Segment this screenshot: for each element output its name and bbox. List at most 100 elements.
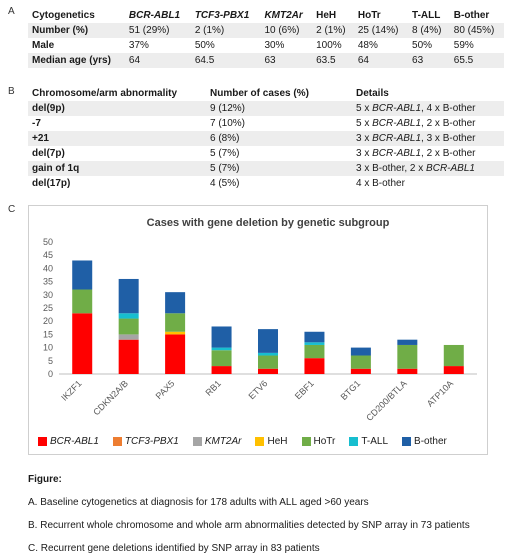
table-row: del(7p) 5 (7%) 3 x BCR-ABL1, 2 x B-other: [28, 146, 504, 161]
y-tick-label: 0: [48, 369, 53, 379]
table-cell: 25 (14%): [353, 23, 409, 38]
details-segment: 5 x: [356, 118, 373, 129]
legend-item: T-ALL: [349, 436, 388, 447]
legend-label: KMT2Ar: [204, 435, 242, 447]
y-tick-label: 15: [43, 329, 53, 339]
column-header: B-other: [453, 10, 490, 21]
bar-segment-hotr: [443, 344, 464, 367]
legend-label: B-other: [414, 435, 447, 447]
case-count: 5 (7%): [210, 148, 240, 159]
table-cell: 30%: [264, 40, 285, 51]
table-cell: 63: [260, 53, 313, 68]
details-segment: , 4 x B-other: [421, 103, 476, 114]
gene-deletion-chart-svg: Cases with gene deletion by genetic subg…: [43, 217, 477, 423]
x-tick-label: PAX5: [154, 378, 177, 401]
legend-item: B-other: [402, 436, 447, 447]
row-label: -7: [32, 118, 41, 129]
legend-label: HeH: [267, 435, 288, 447]
column-header: KMT2Ar: [264, 10, 303, 21]
bar-segment-hotr: [211, 350, 232, 367]
table-cell: 63: [408, 53, 450, 68]
bar-segment-t-all: [258, 352, 278, 356]
x-tick-label: ATP10A: [425, 378, 455, 408]
details-segment: BCR-ABL1: [372, 148, 422, 159]
legend-swatch: [402, 436, 412, 446]
table-cell: 64: [124, 53, 191, 68]
section-letter-a: A: [8, 6, 15, 17]
table-cell: 37%: [128, 40, 149, 51]
case-count: 7 (10%): [210, 118, 246, 129]
table-row: Median age (yrs) 64 64.5 63 63.5 64 63 6…: [28, 53, 504, 68]
table-cell: 100%: [316, 40, 342, 51]
row-label: del(17p): [32, 178, 71, 189]
figure-caption-c: C. Recurrent gene deletions identified b…: [28, 543, 320, 554]
table-cell: 2 (1%): [312, 23, 354, 38]
details-cell: 3 x BCR-ABL1, 2 x B-other: [352, 146, 504, 161]
y-tick-label: 40: [43, 263, 53, 273]
table-cell: 80 (45%): [449, 23, 504, 38]
legend-item: TCF3-PBX1: [112, 435, 179, 447]
table-cell: 65.5: [449, 53, 504, 68]
bar-segment-kmt2ar: [118, 334, 139, 340]
y-tick-label: 10: [43, 343, 53, 353]
y-tick-label: 25: [43, 303, 53, 313]
bar-segment-t-all: [211, 347, 232, 351]
figure-caption-a: A. Baseline cytogenetics at diagnosis fo…: [28, 497, 369, 508]
details-segment: 5 x: [356, 103, 373, 114]
bar-segment-t-all: [304, 342, 325, 345]
bar-segment-hotr: [165, 313, 186, 332]
bar-segment-b-other: [350, 347, 371, 356]
row-label: gain of 1q: [28, 161, 206, 176]
bar-segment-b-other: [304, 331, 325, 343]
details-segment: BCR-ABL1: [372, 118, 422, 129]
column-header: HoTr: [357, 10, 381, 21]
y-tick-label: 50: [43, 237, 53, 247]
column-header: Details: [356, 88, 389, 99]
x-tick-label: ETV6: [246, 378, 269, 401]
table-cell: 59%: [453, 40, 474, 51]
y-tick-label: 30: [43, 290, 53, 300]
table-cell: 63.5: [312, 53, 354, 68]
column-header: BCR-ABL1: [128, 10, 181, 21]
case-count: 9 (12%): [206, 101, 352, 116]
details-cell: 5 x BCR-ABL1, 2 x B-other: [352, 116, 504, 131]
table-row: del(9p) 9 (12%) 5 x BCR-ABL1, 4 x B-other: [28, 101, 504, 116]
table-row: Male 37% 50% 30% 100% 48% 50% 59%: [28, 38, 504, 53]
bar-segment-t-all: [118, 313, 139, 319]
case-count: 5 (7%): [206, 161, 352, 176]
table-cell: 50%: [194, 40, 215, 51]
column-header: HeH: [316, 10, 337, 21]
table-cell: 64: [353, 53, 409, 68]
legend-swatch: [255, 436, 265, 446]
legend-item: HoTr: [301, 436, 335, 447]
legend-item: KMT2Ar: [192, 435, 242, 447]
bar-segment-hotr: [72, 289, 93, 314]
cytogenetics-table: Cytogenetics BCR-ABL1 TCF3-PBX1 KMT2Ar H…: [28, 8, 504, 68]
table-row: -7 7 (10%) 5 x BCR-ABL1, 2 x B-other: [28, 116, 504, 131]
row-label: Male: [32, 40, 55, 51]
bar-segment-b-other: [211, 326, 232, 348]
y-tick-label: 35: [43, 277, 53, 287]
details-segment: 3 x B-other, 2 x: [356, 163, 427, 174]
figure-caption-b: B. Recurrent whole chromosome and whole …: [28, 520, 470, 531]
case-count: 6 (8%): [206, 131, 352, 146]
bar-segment-b-other: [397, 339, 418, 345]
table-row: gain of 1q 5 (7%) 3 x B-other, 2 x BCR-ABL…: [28, 161, 504, 176]
row-label: Median age (yrs): [28, 53, 125, 68]
details-segment: BCR-ABL1: [372, 103, 422, 114]
legend-swatch: [112, 436, 122, 446]
bar-segment-bcr-abl1: [443, 366, 464, 374]
legend-label: TCF3-PBX1: [124, 435, 179, 447]
bar-segment-bcr-abl1: [258, 368, 278, 374]
case-count: 4 (5%): [210, 178, 240, 189]
figure-title: Figure:: [28, 474, 62, 485]
bar-segment-bcr-abl1: [118, 339, 139, 374]
bar-segment-b-other: [72, 260, 93, 290]
legend-item: BCR-ABL1: [38, 436, 99, 447]
table-row: del(17p) 4 (5%) 4 x B-other: [28, 176, 504, 191]
column-header: T-ALL: [412, 10, 441, 21]
bar-segment-hotr: [258, 355, 278, 369]
details-cell: 3 x BCR-ABL1, 3 x B-other: [352, 131, 504, 146]
chart-legend: BCR-ABL1 TCF3-PBX1 KMT2Ar HeH HoTr T-ALL B-oth…: [38, 434, 478, 448]
x-tick-label: CD200/BTLA: [364, 378, 409, 423]
